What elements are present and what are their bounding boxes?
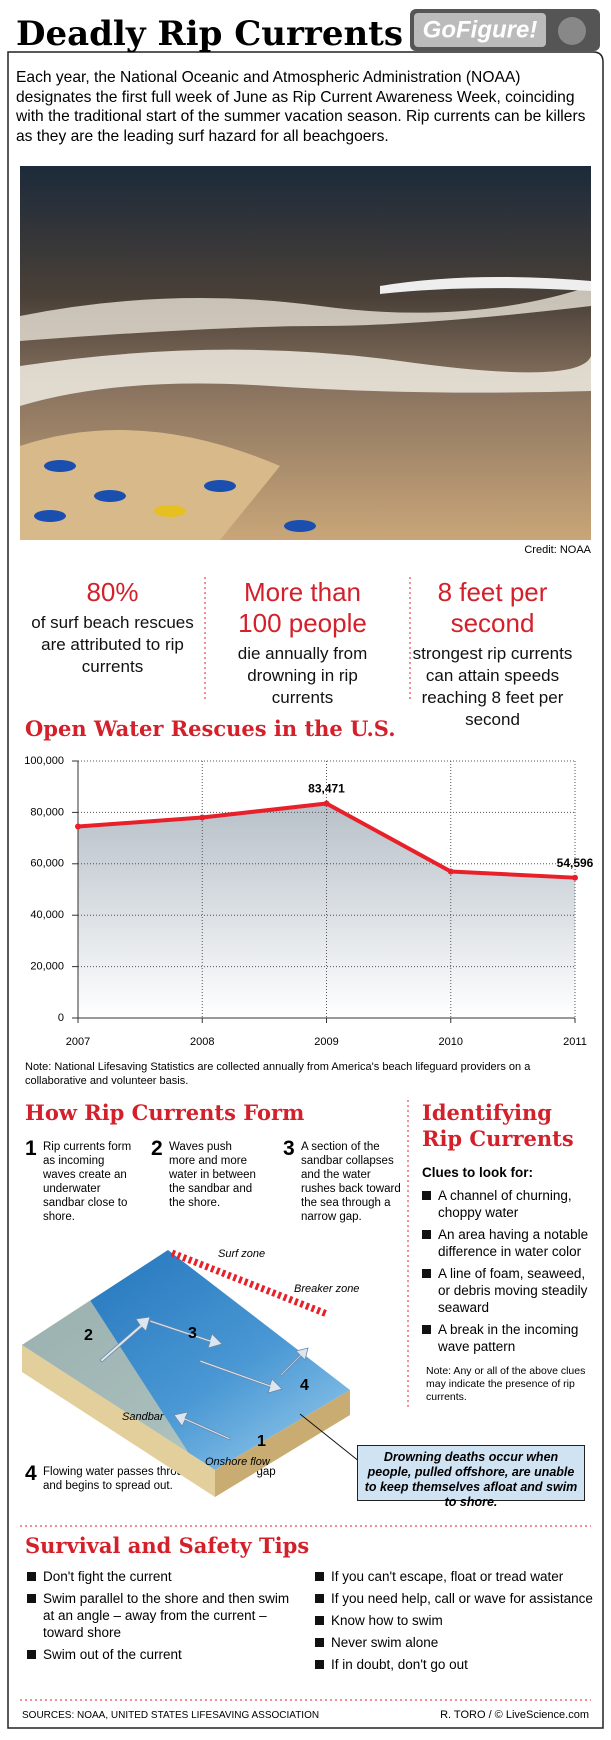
step-text: Flowing water passes through the narrow … [43, 1466, 276, 1492]
stat-value: 8 feet per second [437, 577, 548, 638]
point [75, 823, 81, 830]
surf [20, 349, 591, 406]
point [447, 868, 454, 875]
step-number: 4 [25, 1462, 37, 1485]
step-number: 3 [283, 1137, 295, 1160]
chart-note: Note: National Lifesaving Statistics are… [25, 1061, 531, 1087]
tips-left: Don't fight the current Swim parallel to … [25, 1568, 295, 1668]
umbrella [154, 505, 186, 517]
area [78, 803, 575, 1018]
stat: More than 100 people die annually from dr… [210, 577, 395, 709]
step: 2 Waves push more and more water in betwe… [151, 1137, 261, 1210]
chart: 0 20,000 40,000 60,000 80,000 100,000 2007 2008… [24, 755, 594, 1048]
value-label: 54,596 [557, 856, 594, 870]
photo [20, 166, 591, 540]
photo-credit: Credit: NOAA [524, 544, 591, 556]
border [7, 51, 604, 1729]
intro: Each year, the National Oceanic and Atmo… [16, 69, 586, 145]
step: 3 A section of the sandbar collapses and … [283, 1137, 403, 1224]
section-title: Identifying Rip Currents [422, 1100, 574, 1151]
clues: A channel of churning, choppy water An ar… [420, 1187, 600, 1360]
step-number: 1 [25, 1137, 37, 1160]
y-tick-label: 60,000 [30, 858, 64, 870]
umbrella [94, 490, 126, 502]
y-tick-label: 20,000 [30, 961, 64, 973]
x-tick-label: 2010 [439, 1036, 463, 1048]
bullet-item: A line of foam, seaweed, or debris movin… [420, 1265, 600, 1316]
step-text: A section of the sandbar collapses and t… [301, 1141, 401, 1223]
bullet-item: Never swim alone [313, 1634, 593, 1651]
bullet-item: A break in the incoming wave pattern [420, 1321, 600, 1355]
stats: 80% of surf beach rescues are attributed … [20, 577, 591, 729]
footer-credit: R. TORO / © LiveScience.com [440, 1709, 589, 1721]
umbrella [284, 520, 316, 532]
umbrella [34, 510, 66, 522]
bullet-item: If in doubt, don't go out [313, 1656, 593, 1673]
y-tick-label: 40,000 [30, 909, 64, 921]
stat-value: 80% [86, 577, 139, 607]
bullet-item: Swim out of the current [25, 1646, 295, 1663]
bullet-item: Don't fight the current [25, 1568, 295, 1585]
umbrella [44, 460, 76, 472]
umbrella [204, 480, 236, 492]
step-number: 2 [151, 1137, 163, 1160]
bullet-item: If you can't escape, float or tread wate… [313, 1568, 593, 1585]
stat-value: More than 100 people [238, 577, 367, 638]
sources: SOURCES: NOAA, UNITED STATES LIFESAVING … [22, 1710, 320, 1721]
y-tick-label: 80,000 [30, 806, 64, 818]
step-text: Waves push more and more water in betwee… [169, 1141, 256, 1209]
surf [20, 286, 591, 341]
stat-text: of surf beach rescues are attributed to … [31, 613, 194, 676]
section-title: How Rip Currents Form [25, 1100, 305, 1125]
page-title: Deadly Rip Currents [16, 14, 404, 54]
step: 4 Flowing water passes through the narrow… [25, 1462, 285, 1493]
stat: 80% of surf beach rescues are attributed … [20, 577, 205, 678]
bullet-item: An area having a notable difference in w… [420, 1226, 600, 1260]
value-label: 83,471 [308, 782, 345, 796]
section-title: Survival and Safety Tips [25, 1533, 310, 1558]
x-tick-label: 2011 [563, 1036, 587, 1048]
x-tick-label: 2007 [66, 1036, 90, 1048]
stat-text: die annually from drowning in rip curren… [237, 644, 368, 707]
steps: 1 Rip currents form as incoming waves cre… [25, 1137, 405, 1492]
surf [380, 277, 591, 294]
logo-text: GoFigure! [423, 16, 538, 43]
logo-inner [414, 13, 546, 47]
step: 1 Rip currents form as incoming waves cre… [25, 1137, 135, 1224]
x-tick-label: 2009 [314, 1036, 338, 1048]
point [572, 874, 578, 881]
sand [20, 430, 280, 540]
point [323, 800, 330, 807]
clues-note: Note: Any or all of the above clues may … [426, 1365, 586, 1403]
tips-right: If you can't escape, float or tread wate… [313, 1568, 593, 1678]
callout: Drowning deaths occur when people, pulle… [357, 1445, 585, 1509]
logo-icon [558, 17, 586, 45]
stat: 8 feet per second strongest rip currents … [400, 577, 585, 731]
step-text: Rip currents form as incoming waves crea… [43, 1141, 132, 1223]
y-tick-label: 100,000 [24, 755, 64, 767]
chart-title: Open Water Rescues in the U.S. [25, 716, 396, 741]
bullet-item: Know how to swim [313, 1612, 593, 1629]
bullet-item: If you need help, call or wave for assis… [313, 1590, 593, 1607]
subtitle: Clues to look for: [422, 1165, 533, 1180]
bullet-item: A channel of churning, choppy water [420, 1187, 600, 1221]
y-tick-label: 0 [58, 1012, 64, 1024]
bullet-item: Swim parallel to the shore and then swim… [25, 1590, 295, 1641]
stat-text: strongest rip currents can attain speeds… [412, 644, 573, 729]
x-tick-label: 2008 [190, 1036, 214, 1048]
point [199, 814, 206, 821]
